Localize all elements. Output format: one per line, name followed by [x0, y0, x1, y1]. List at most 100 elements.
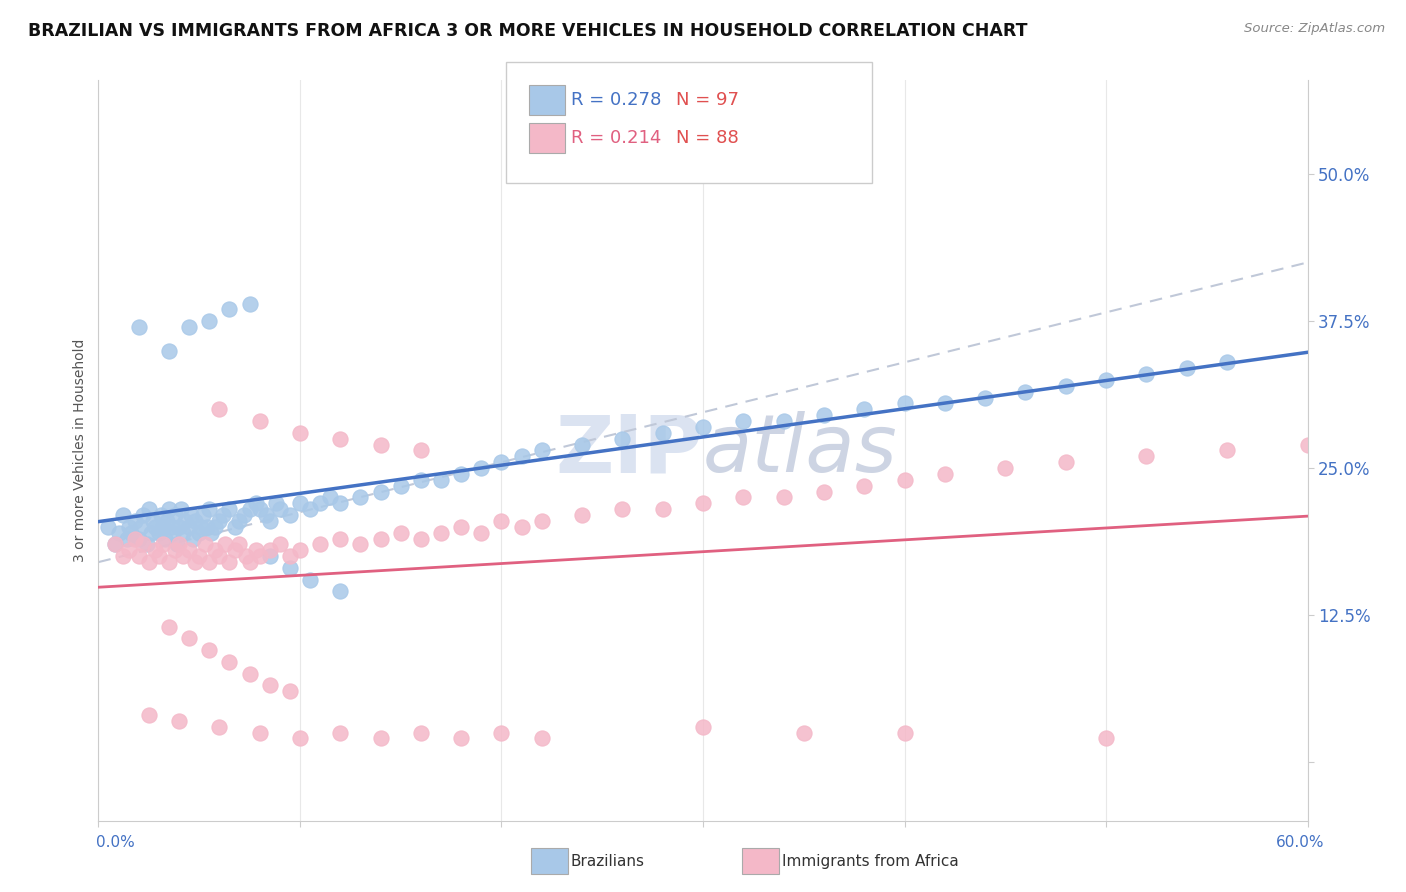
Point: [239, 666, 262, 681]
Point: [733, 414, 755, 428]
Point: [224, 520, 246, 534]
Point: [195, 520, 218, 534]
Point: [172, 525, 194, 540]
Point: [470, 525, 492, 540]
Point: [1095, 373, 1118, 387]
Point: [278, 561, 301, 575]
Point: [118, 543, 141, 558]
Point: [128, 532, 150, 546]
Point: [135, 537, 157, 551]
Point: [793, 725, 815, 739]
Point: [138, 707, 160, 722]
Point: [188, 525, 211, 540]
Point: [692, 720, 714, 734]
Point: [278, 508, 301, 522]
Point: [208, 402, 231, 417]
Point: [152, 537, 174, 551]
Point: [179, 520, 201, 534]
Point: [1054, 379, 1077, 393]
Point: [148, 525, 170, 540]
Point: [319, 491, 342, 505]
Point: [148, 549, 170, 564]
Point: [571, 437, 593, 451]
Point: [167, 714, 190, 728]
Point: [249, 414, 271, 428]
Point: [329, 725, 352, 739]
Point: [934, 396, 956, 410]
Point: [129, 520, 152, 534]
Point: [450, 731, 472, 746]
Point: [111, 508, 134, 522]
Point: [160, 520, 183, 534]
Point: [389, 479, 412, 493]
Point: [204, 543, 226, 558]
Point: [389, 525, 412, 540]
Point: [893, 473, 915, 487]
Point: [124, 532, 146, 546]
Point: [1095, 731, 1118, 746]
Point: [259, 514, 281, 528]
Point: [115, 532, 138, 546]
Point: [143, 520, 166, 534]
Point: [156, 514, 179, 528]
Point: [1054, 455, 1077, 469]
Point: [612, 502, 634, 516]
Point: [103, 537, 125, 551]
Point: [249, 502, 271, 516]
Point: [530, 443, 553, 458]
Point: [491, 725, 513, 739]
Point: [450, 467, 472, 481]
Text: atlas: atlas: [703, 411, 898, 490]
Point: [208, 514, 231, 528]
Point: [278, 549, 301, 564]
Point: [299, 502, 322, 516]
Point: [733, 491, 755, 505]
Point: [893, 396, 915, 410]
Point: [152, 520, 174, 534]
Point: [450, 520, 472, 534]
Point: [1216, 443, 1239, 458]
Point: [329, 584, 352, 599]
Point: [772, 414, 794, 428]
Point: [157, 502, 180, 516]
Point: [228, 537, 250, 551]
Point: [651, 425, 673, 440]
Point: [193, 508, 215, 522]
Point: [143, 543, 166, 558]
Point: [269, 537, 291, 551]
Point: [510, 450, 533, 464]
Point: [218, 302, 240, 317]
Point: [139, 525, 162, 540]
Y-axis label: 3 or more Vehicles in Household: 3 or more Vehicles in Household: [73, 339, 87, 562]
Point: [409, 532, 432, 546]
Point: [174, 514, 197, 528]
Point: [180, 508, 202, 522]
Point: [1014, 384, 1036, 399]
Point: [370, 484, 392, 499]
Point: [249, 725, 271, 739]
Point: [184, 514, 207, 528]
Point: [163, 543, 186, 558]
Point: [128, 320, 150, 334]
Point: [853, 402, 876, 417]
Point: [179, 320, 201, 334]
Point: [149, 508, 172, 522]
Point: [692, 496, 714, 510]
Point: [813, 408, 835, 422]
Point: [181, 532, 204, 546]
Point: [1135, 367, 1157, 381]
Point: [612, 432, 634, 446]
Point: [299, 573, 322, 587]
Point: [409, 725, 432, 739]
Point: [530, 514, 553, 528]
Point: [651, 502, 673, 516]
Point: [198, 643, 221, 657]
Text: R = 0.278: R = 0.278: [571, 91, 661, 109]
Point: [239, 555, 262, 569]
Point: [264, 496, 287, 510]
Point: [97, 520, 120, 534]
Point: [208, 720, 231, 734]
Point: [172, 549, 194, 564]
Point: [349, 537, 371, 551]
Point: [157, 555, 180, 569]
